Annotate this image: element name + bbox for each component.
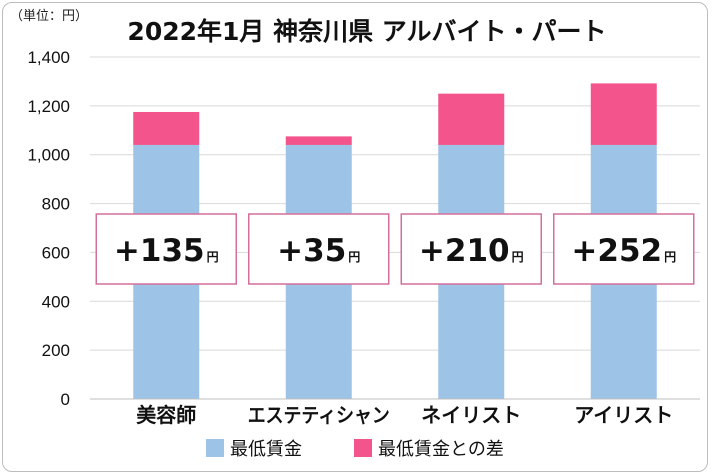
y-tick-label: 200 [42,341,70,360]
diff-label-text: +252 円 [571,233,676,269]
diff-label-frame [248,213,390,285]
bar-difference [285,136,352,145]
x-axis: 美容師 エステティシャン ネイリスト アイリスト [90,398,700,427]
diff-label-frame [95,213,237,285]
diff-labels: +135 円 +35 円 +210 円 +252 円 [95,213,695,285]
x-category-label: エステティシャン [248,403,390,427]
y-tick-label: 600 [42,243,70,262]
bar-difference [133,111,200,145]
diff-label-prefix: + [114,233,140,269]
bar-difference [590,83,657,145]
x-category-label: アイリスト [574,403,673,427]
unit-label: （単位：円） [10,8,88,24]
diff-label-prefix: + [571,233,597,269]
diff-label-value: 35 [303,233,346,269]
diff-label-unit: 円 [348,250,360,264]
diff-label-box: +35 円 [248,213,390,285]
y-tick-label: 1,200 [27,97,70,116]
legend-label-difference: 最低賃金との差 [378,439,504,460]
x-category-label: ネイリスト [421,403,521,427]
diff-label-value: 252 [597,233,662,269]
y-tick-label: 0 [61,390,70,409]
y-tick-label: 1,400 [27,48,70,67]
diff-label-box: +210 円 [400,213,542,285]
diff-label-frame [553,213,695,285]
y-tick-label: 400 [42,292,70,311]
legend: 最低賃金 最低賃金との差 [206,439,504,460]
y-axis: 0 200 400 600 800 1,000 1,200 1,400 [27,48,70,409]
chart-title: 2022年1月 神奈川県 アルバイト・パート [127,17,606,46]
diff-label-prefix: + [419,233,445,269]
diff-label-unit: 円 [664,250,676,264]
diff-label-text: +35 円 [277,233,360,269]
diff-label-value: 210 [445,233,510,269]
diff-label-frame [400,213,542,285]
y-tick-label: 1,000 [27,146,70,165]
legend-swatch-difference [354,439,372,457]
diff-label-text: +135 円 [114,233,219,269]
diff-label-box: +135 円 [95,213,237,285]
y-tick-label: 800 [42,195,70,214]
diff-label-prefix: + [277,233,303,269]
diff-label-value: 135 [140,233,205,269]
x-category-label: 美容師 [136,403,196,427]
diff-label-unit: 円 [512,250,524,264]
diff-label-text: +210 円 [419,233,524,269]
bar-difference [438,93,505,145]
diff-label-box: +252 円 [553,213,695,285]
legend-label-minimum-wage: 最低賃金 [230,439,302,460]
legend-swatch-minimum-wage [206,439,224,457]
diff-label-unit: 円 [207,250,219,264]
